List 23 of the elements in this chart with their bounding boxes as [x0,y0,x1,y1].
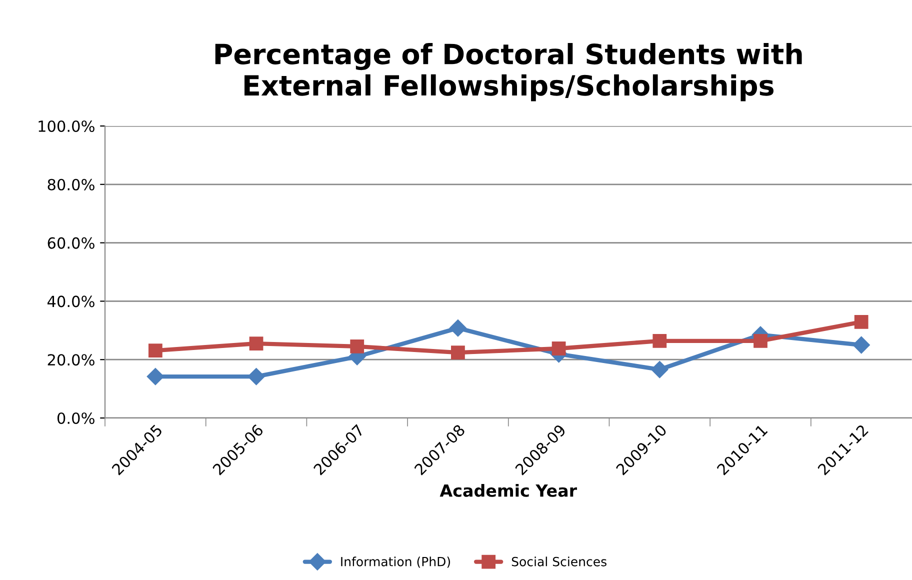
point [652,334,667,348]
point [146,368,164,386]
point [248,368,265,386]
y-tick-label: 60.0% [48,237,94,249]
x-axis-title: Academic Year [440,484,577,497]
point [249,336,264,350]
legend-label: Social Sciences [512,556,606,566]
y-tick-label: 80.0% [48,178,94,190]
chart-title: Percentage of Doctoral Students with External Fellowships/Scholarships [215,43,802,102]
y-tick-label: 0.0% [57,412,94,424]
y-tick-label: 100.0% [38,120,94,132]
y-tick-label: 40.0% [47,296,94,308]
point [451,346,465,360]
point [350,340,364,354]
legend-label: Information (PhD) [341,556,450,568]
point [651,360,668,378]
point [852,336,870,354]
point [854,314,868,329]
point [449,320,467,337]
point [552,342,566,356]
point [754,334,768,348]
point [148,344,162,358]
y-tick-label: 20.0% [48,354,94,366]
